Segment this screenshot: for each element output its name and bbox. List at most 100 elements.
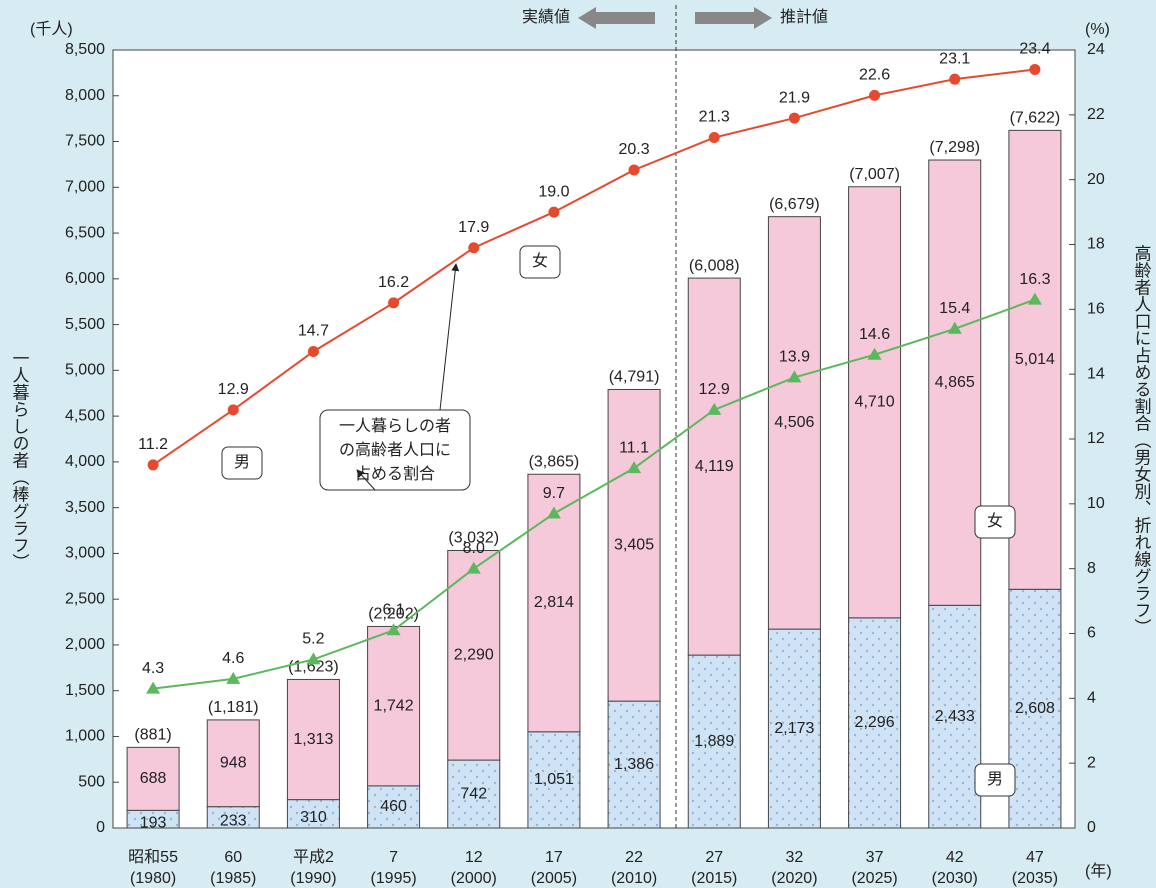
period-label: 推計値 — [780, 8, 828, 26]
y2-tick-label: 16 — [1087, 301, 1105, 318]
point — [788, 112, 800, 124]
legend-box — [221, 446, 263, 480]
total-label: (6,008) — [689, 257, 740, 274]
x-tick-label: 42 — [946, 849, 964, 866]
y2-axis-label: 高齢者人口に占める割合（男女別、折れ線グラフ） — [1132, 244, 1152, 635]
bar-value-label: 688 — [140, 770, 167, 787]
x-tick-label: (2015) — [691, 870, 737, 887]
y2-tick-label: 24 — [1087, 41, 1105, 58]
point — [708, 132, 720, 144]
y-tick-label: 2,500 — [65, 590, 105, 607]
x-tick-label: (1985) — [210, 870, 256, 887]
x-tick-label: 22 — [625, 849, 643, 866]
y2-tick-label: 12 — [1087, 430, 1105, 447]
total-label: (3,865) — [529, 453, 580, 470]
bar-segment — [607, 388, 661, 702]
legend-box — [974, 763, 1016, 797]
total-label: (881) — [134, 727, 171, 744]
x-tick-label: (2035) — [1012, 870, 1058, 887]
total-label: (3,032) — [448, 530, 499, 547]
legend-label: 女 — [987, 511, 1003, 530]
y2-tick-label: 8 — [1087, 560, 1096, 577]
x-tick-label: 47 — [1026, 849, 1044, 866]
x-tick-label: 平成2 — [293, 848, 334, 866]
point — [306, 652, 321, 665]
line-value-label: 23.4 — [1019, 41, 1050, 58]
point — [386, 623, 401, 636]
bar-segment — [1008, 588, 1062, 829]
x-tick-label: 7 — [389, 849, 398, 866]
x-unit-label: (年) — [1085, 862, 1112, 880]
bar-value-label: 742 — [460, 785, 487, 802]
y-tick-label: 3,000 — [65, 545, 105, 562]
x-tick-label: (1990) — [290, 870, 336, 887]
x-tick-label: 27 — [705, 849, 723, 866]
bar-segment — [527, 731, 581, 829]
point — [546, 506, 561, 519]
point — [1029, 63, 1041, 75]
y-unit-label: (千人) — [30, 20, 73, 38]
point — [146, 681, 161, 694]
legend-label: 女 — [532, 251, 548, 270]
x-tick-label: (2005) — [531, 870, 577, 887]
bar-segment — [767, 216, 821, 630]
point — [949, 73, 961, 85]
line-value-label: 14.6 — [859, 326, 890, 343]
bar-value-label: 1,051 — [534, 771, 574, 788]
x-tick-label: 12 — [465, 849, 483, 866]
line-value-label: 6.1 — [382, 601, 404, 618]
line-value-label: 4.6 — [222, 650, 244, 667]
y-tick-label: 1,000 — [65, 728, 105, 745]
bar-value-label: 1,742 — [374, 697, 414, 714]
y2-tick-label: 0 — [1087, 819, 1096, 836]
bar-segment — [687, 277, 741, 656]
bar-value-label: 2,814 — [534, 594, 574, 611]
line-value-label: 8.0 — [463, 540, 485, 557]
future-arrow — [695, 7, 772, 29]
bar-segment — [607, 700, 661, 829]
point — [1027, 292, 1042, 305]
bar-value-label: 2,433 — [935, 708, 975, 725]
bar-value-label: 193 — [140, 814, 167, 831]
legend-box — [519, 245, 561, 279]
line-value-label: 5.2 — [302, 631, 324, 648]
x-tick-label: (2010) — [611, 870, 657, 887]
y-tick-label: 6,500 — [65, 224, 105, 241]
point — [468, 242, 480, 254]
y-tick-label: 3,500 — [65, 499, 105, 516]
x-tick-label: 37 — [866, 849, 884, 866]
bar-segment — [928, 604, 982, 829]
bar-value-label: 2,296 — [855, 714, 895, 731]
point — [227, 404, 239, 416]
bar-value-label: 1,386 — [614, 756, 654, 773]
total-label: (2,202) — [368, 606, 419, 623]
annotation: 占める割合 — [355, 465, 435, 483]
bar-segment — [1008, 129, 1062, 590]
line-value-label: 9.7 — [543, 485, 565, 502]
y2-unit-label: (%) — [1085, 21, 1110, 38]
point — [947, 321, 962, 334]
x-tick-label: (2025) — [851, 870, 897, 887]
y-tick-label: 4,000 — [65, 453, 105, 470]
y2-tick-label: 20 — [1087, 171, 1105, 188]
y-tick-label: 8,000 — [65, 87, 105, 104]
point — [627, 461, 642, 474]
line-value-label: 21.9 — [779, 89, 810, 106]
point — [226, 671, 241, 684]
past-arrow — [578, 7, 655, 29]
bar-segment — [848, 617, 902, 829]
x-tick-label: 32 — [786, 849, 804, 866]
bar-value-label: 948 — [220, 755, 247, 772]
line-value-label: 19.0 — [538, 183, 569, 200]
line-value-label: 20.3 — [619, 141, 650, 158]
x-tick-label: 60 — [224, 849, 242, 866]
bar-value-label: 4,865 — [935, 374, 975, 391]
y-tick-label: 4,500 — [65, 407, 105, 424]
marks: 0 500 1,000 1,500 2,000 2,500 3,000 3,500 4,000 4… — [65, 41, 1105, 888]
y-tick-label: 0 — [96, 819, 105, 836]
point — [707, 402, 722, 415]
line-value-label: 21.3 — [699, 109, 730, 126]
y-tick-label: 5,000 — [65, 362, 105, 379]
